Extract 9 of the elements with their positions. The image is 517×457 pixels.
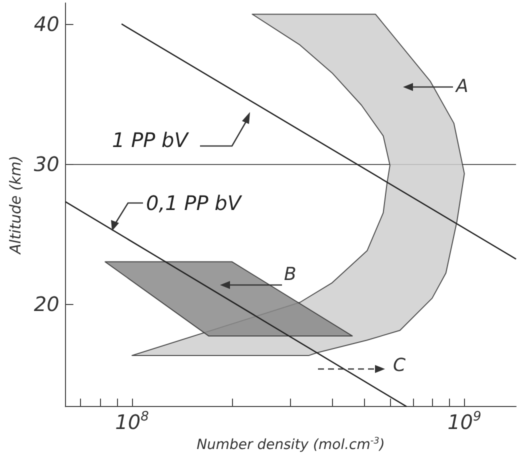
y-tick-label: 40: [34, 12, 60, 36]
series-label: 0,1 PP bV: [146, 191, 242, 215]
y-axis-title: Altitude (km): [6, 156, 24, 255]
annotation: C: [393, 355, 406, 376]
y-tick-label: 20: [34, 292, 60, 316]
annotation: B: [284, 264, 296, 285]
text: 1 PP bV: [112, 128, 188, 152]
y-tick-label: 30: [34, 152, 60, 176]
annotation: A: [456, 76, 468, 97]
